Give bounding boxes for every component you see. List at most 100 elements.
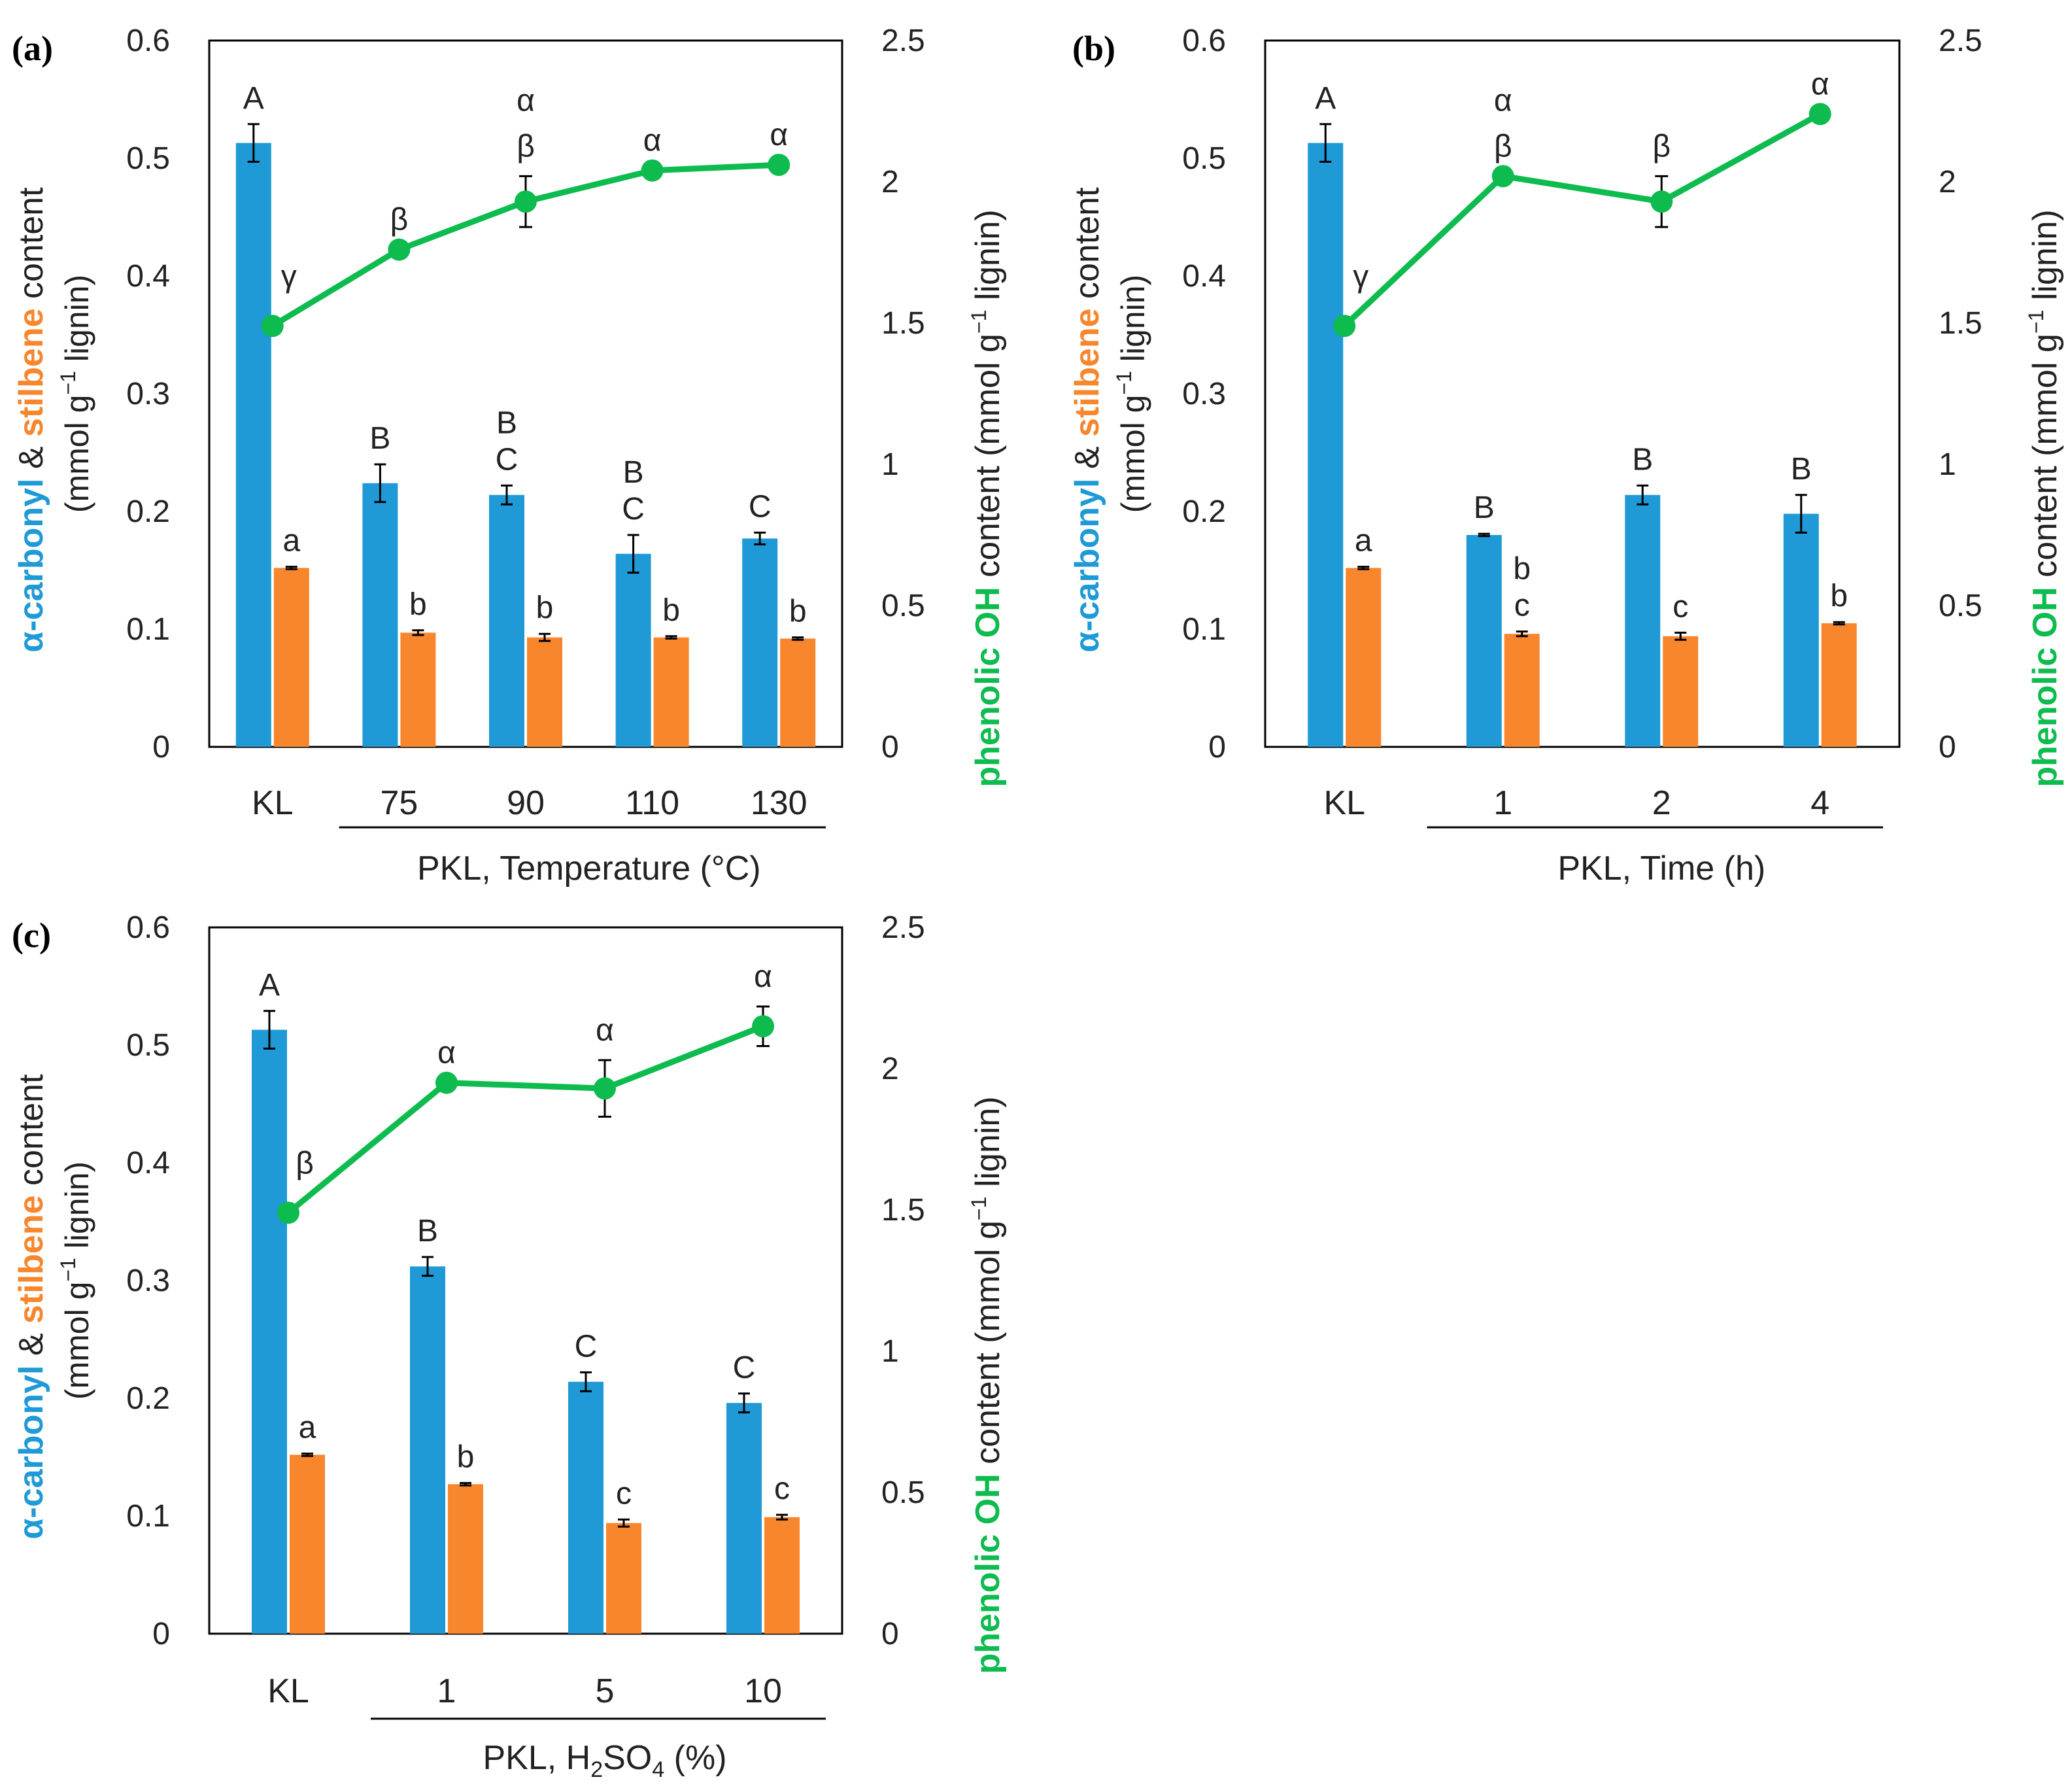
stilbene-bar bbox=[400, 632, 436, 747]
significance-letter: C bbox=[733, 1351, 756, 1385]
panel-label: (b) bbox=[1072, 29, 1115, 68]
right-tick-label: 1 bbox=[881, 1334, 899, 1369]
left-axis-units: (mmol g−1 lignin) bbox=[1112, 275, 1151, 513]
phenolic-letter: α bbox=[596, 1013, 614, 1048]
stilbene-bar bbox=[1346, 568, 1382, 747]
plot-frame bbox=[1264, 39, 1901, 748]
phenolic-letter: β bbox=[296, 1146, 314, 1180]
right-units-sup: −1 bbox=[967, 310, 991, 334]
phenolic-letter: γ bbox=[1353, 259, 1368, 294]
stilbene-bar bbox=[527, 637, 562, 747]
carbonyl-bar bbox=[615, 553, 651, 747]
content-title: content bbox=[12, 187, 50, 309]
phenolic-letter: α bbox=[643, 124, 662, 158]
right-tick-label: 1 bbox=[1939, 447, 1956, 482]
left-tick-label: 0 bbox=[152, 730, 170, 765]
x-tick-label: 1 bbox=[437, 1672, 456, 1710]
left-tick-label: 0.3 bbox=[126, 377, 170, 411]
content-title: content bbox=[1068, 187, 1106, 309]
significance-letter: b bbox=[536, 591, 554, 625]
left-axis-units: (mmol g−1 lignin) bbox=[56, 275, 95, 513]
phenolic-letter: α bbox=[754, 959, 772, 994]
right-axis-title: phenolic OH content (mmol g−1 lignin) bbox=[967, 209, 1007, 787]
phenolic-letter: β bbox=[517, 129, 535, 164]
phenolic-title: phenolic OH bbox=[969, 1473, 1007, 1674]
left-tick-label: 0.2 bbox=[1182, 494, 1226, 529]
left-tick-label: 0.3 bbox=[1182, 377, 1226, 411]
carbonyl-title: α-carbonyl bbox=[12, 1366, 50, 1540]
left-tick-label: 0.6 bbox=[1182, 24, 1226, 58]
stilbene-bar bbox=[780, 638, 816, 747]
left-tick-label: 0.2 bbox=[126, 494, 170, 529]
carbonyl-bar bbox=[362, 483, 398, 747]
carbonyl-bar bbox=[489, 494, 524, 747]
phenolic-letter: β bbox=[1652, 129, 1671, 164]
left-tick-label: 0.4 bbox=[126, 1146, 170, 1180]
x-tick-label: 110 bbox=[625, 784, 679, 822]
x-tick-label: 2 bbox=[1652, 784, 1671, 822]
stilbene-bar bbox=[1821, 623, 1857, 747]
left-tick-label: 0.4 bbox=[1182, 259, 1226, 294]
carbonyl-title: α-carbonyl bbox=[1068, 479, 1106, 653]
left-tick-label: 0.6 bbox=[126, 910, 170, 945]
xlabel-pre: PKL, H bbox=[483, 1739, 590, 1777]
left-tick-label: 0.5 bbox=[126, 141, 170, 176]
x-tick-label: 90 bbox=[507, 784, 545, 822]
right-units: content (mmol g bbox=[969, 1220, 1007, 1473]
right-axis-title: phenolic OH content (mmol g−1 lignin) bbox=[2024, 209, 2064, 787]
significance-letter: b bbox=[662, 593, 680, 628]
units-pre: (mmol g bbox=[1115, 395, 1151, 513]
units-pre: (mmol g bbox=[59, 395, 95, 513]
left-axis-title: α-carbonyl & stilbene content bbox=[12, 187, 50, 653]
x-tick-label: 5 bbox=[596, 1672, 615, 1710]
phenolic-point bbox=[515, 190, 537, 213]
units-sup: −1 bbox=[56, 371, 80, 394]
right-tick-label: 2.5 bbox=[1939, 24, 1982, 58]
stilbene-bar bbox=[764, 1517, 800, 1634]
right-tick-label: 0 bbox=[1939, 730, 1956, 765]
significance-letter: c bbox=[1673, 589, 1688, 624]
phenolic-letter: β bbox=[1494, 129, 1512, 164]
phenolic-letter: α bbox=[770, 118, 788, 152]
left-tick-label: 0.5 bbox=[126, 1028, 170, 1063]
carbonyl-bar bbox=[1308, 143, 1344, 748]
right-tick-label: 1.5 bbox=[881, 306, 925, 341]
stilbene-title: stilbene bbox=[12, 308, 50, 437]
x-tick-label: 4 bbox=[1810, 784, 1829, 822]
content-title: content bbox=[12, 1074, 50, 1196]
x-axis-title: PKL, Time (h) bbox=[1557, 850, 1765, 887]
left-tick-label: 0.3 bbox=[126, 1264, 170, 1298]
phenolic-point bbox=[435, 1071, 458, 1094]
right-tick-label: 1.5 bbox=[1939, 306, 1982, 341]
right-units-post: lignin) bbox=[2026, 209, 2064, 309]
phenolic-letter: β bbox=[390, 203, 409, 237]
stilbene-bar bbox=[653, 637, 689, 747]
amp-title: & bbox=[12, 437, 50, 479]
significance-letter: C bbox=[496, 442, 518, 477]
left-tick-label: 0.1 bbox=[126, 1499, 170, 1534]
phenolic-point bbox=[752, 1015, 774, 1038]
phenolic-point bbox=[277, 1201, 299, 1224]
right-tick-label: 2 bbox=[881, 165, 899, 199]
significance-letter: C bbox=[749, 489, 772, 524]
x-axis-title: PKL, H2SO4 (%) bbox=[483, 1739, 726, 1782]
right-tick-label: 1 bbox=[881, 447, 899, 482]
significance-letter: b bbox=[1513, 552, 1531, 587]
stilbene-bar bbox=[273, 568, 309, 747]
amp-title: & bbox=[1068, 437, 1106, 479]
significance-letter: a bbox=[299, 1411, 316, 1445]
left-tick-label: 0.5 bbox=[1182, 141, 1226, 176]
stilbene-bar bbox=[1663, 636, 1699, 747]
left-tick-label: 0.1 bbox=[126, 612, 170, 647]
units-post: lignin) bbox=[1115, 275, 1151, 371]
left-tick-label: 0.6 bbox=[126, 24, 170, 58]
phenolic-letter: α bbox=[437, 1036, 456, 1071]
phenolic-letter: α bbox=[1494, 83, 1512, 118]
left-tick-label: 0 bbox=[1208, 730, 1226, 765]
left-axis-title: α-carbonyl & stilbene content bbox=[1068, 187, 1106, 653]
right-tick-label: 2.5 bbox=[881, 24, 925, 58]
right-tick-label: 2 bbox=[881, 1052, 899, 1086]
right-tick-label: 1.5 bbox=[881, 1193, 925, 1228]
chart-panel-b: (b) 0 0.1 0.2 0.3 0.4 0.5 0.6 0 0.5 1 1.5 2 2.5 α-carb… bbox=[1068, 24, 2064, 887]
significance-letter: B bbox=[623, 455, 644, 490]
